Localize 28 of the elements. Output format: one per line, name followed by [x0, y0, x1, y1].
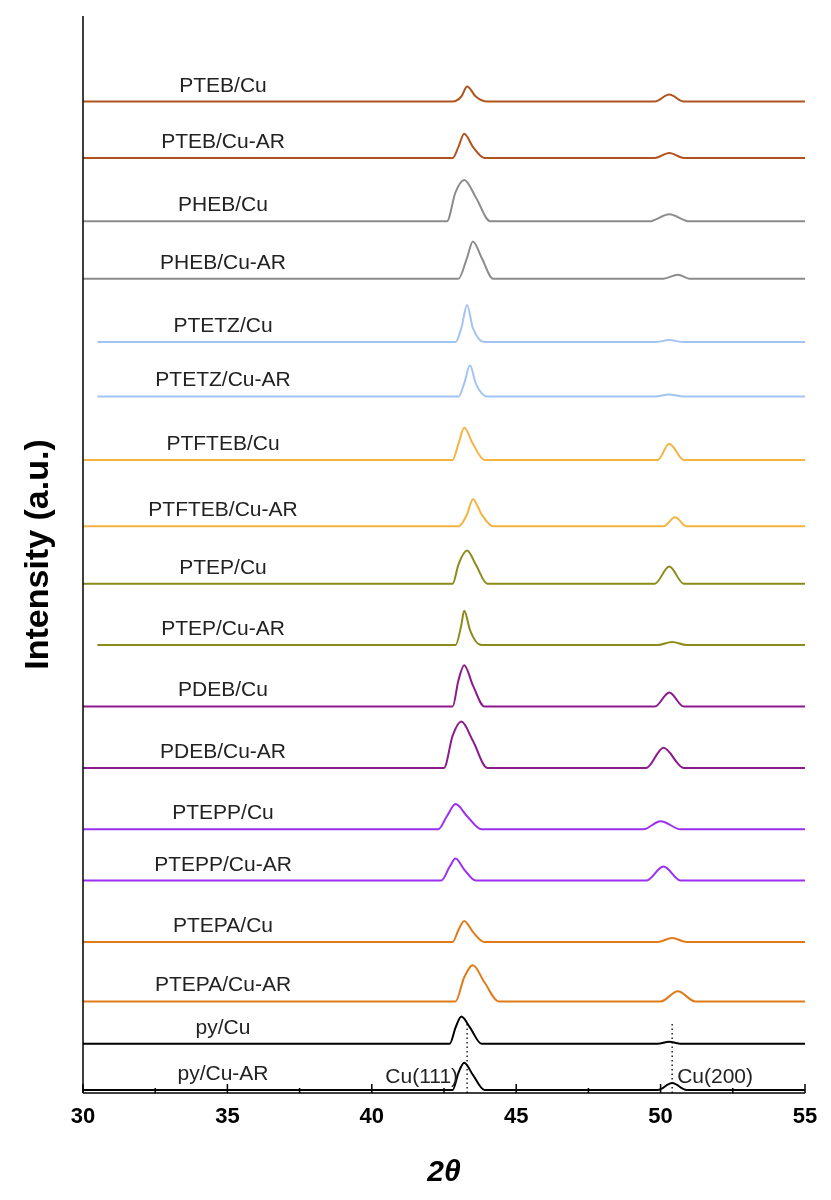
x-tick-label: 40 — [359, 1103, 385, 1128]
series-label: PTEB/Cu-AR — [161, 128, 285, 152]
series-label: PTEPP/Cu-AR — [154, 851, 292, 875]
x-tick-label: 45 — [503, 1103, 529, 1128]
x-tick-label: 55 — [792, 1103, 818, 1128]
series-label: PTFTEB/Cu-AR — [148, 497, 298, 521]
series-label: py/Cu — [195, 1014, 251, 1038]
series-label: py/Cu-AR — [177, 1060, 269, 1084]
x-tick-label: 30 — [70, 1103, 96, 1128]
y-axis-title: Intensity (a.u.) — [17, 439, 55, 670]
series-label: PTEPA/Cu — [173, 913, 273, 937]
series-label: PHEB/Cu-AR — [159, 249, 287, 273]
series-label: PTFTEB/Cu — [166, 430, 280, 454]
series-label: PDEB/Cu-AR — [159, 738, 287, 762]
series-label: PHEB/Cu — [178, 192, 268, 216]
x-tick-label: 35 — [215, 1103, 240, 1128]
series-label: PTETZ/Cu-AR — [155, 367, 291, 391]
series-label: PTEB/Cu — [179, 72, 267, 96]
series-label: PTEPA/Cu-AR — [154, 972, 292, 996]
x-axis-title: 2θ — [426, 1154, 461, 1187]
x-tick-label: 50 — [648, 1103, 673, 1128]
ref-line-label: Cu(111) — [385, 1064, 459, 1087]
ref-line-label: Cu(200) — [677, 1064, 754, 1087]
series-label: PTEPP/Cu — [172, 800, 274, 824]
series-label: PTEP/Cu-AR — [161, 616, 285, 640]
series-label: PTEP/Cu — [179, 554, 267, 578]
series-label: PTETZ/Cu — [173, 313, 273, 337]
series-label: PDEB/Cu — [178, 677, 268, 701]
